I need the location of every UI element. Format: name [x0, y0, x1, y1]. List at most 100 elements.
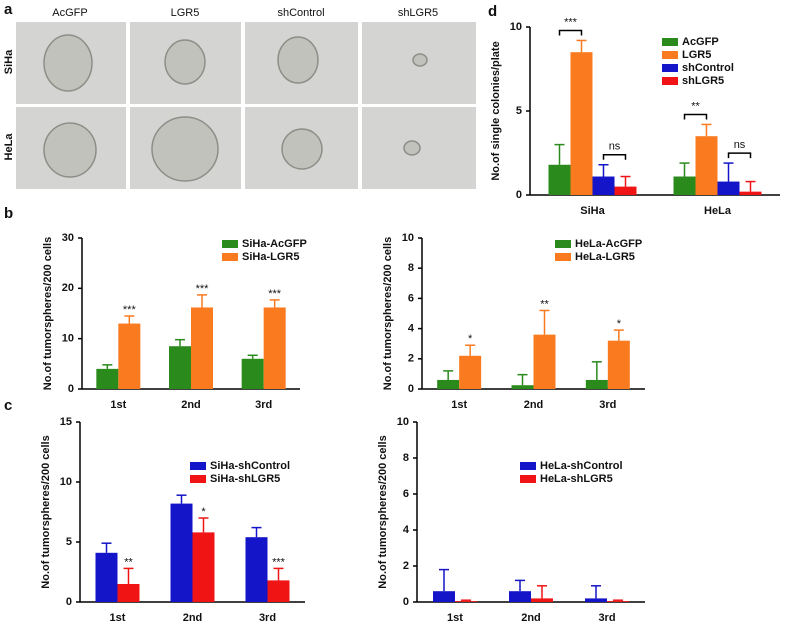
- legend-label: LGR5: [682, 49, 711, 61]
- bracket-label: ns: [609, 141, 621, 153]
- x-tick-label: 1st: [451, 399, 467, 411]
- x-tick-label: 1st: [110, 612, 126, 624]
- y-tick-label: 2: [403, 560, 409, 572]
- bar: [607, 601, 629, 602]
- y-tick-label: 10: [62, 333, 74, 345]
- bar: [191, 307, 213, 389]
- bar: [570, 52, 593, 196]
- y-tick-label: 0: [408, 383, 414, 395]
- significance: ***: [196, 283, 210, 295]
- significance: ***: [268, 288, 282, 300]
- bar: [717, 181, 740, 195]
- y-axis-label: No.of tumorspheres/200 cells: [42, 237, 54, 390]
- bar: [511, 385, 534, 389]
- y-tick-label: 6: [408, 292, 414, 304]
- legend-swatch: [662, 38, 678, 46]
- panel-label: c: [4, 397, 12, 414]
- x-tick-label: 3rd: [598, 612, 615, 624]
- y-tick-label: 15: [60, 416, 72, 428]
- bracket-label: ns: [734, 139, 746, 151]
- x-tick-label: 2nd: [181, 399, 201, 411]
- y-tick-label: 10: [60, 476, 72, 488]
- y-axis-label: No.of tumorspheres/200 cells: [40, 435, 52, 588]
- y-axis-label: No.of tumorspheres/200 cells: [377, 435, 389, 588]
- x-tick-label: 3rd: [599, 399, 616, 411]
- legend-label: shControl: [682, 62, 734, 74]
- legend-label: SiHa-shLGR5: [210, 473, 280, 485]
- x-tick-label: 1st: [110, 399, 126, 411]
- x-tick-label: 2nd: [521, 612, 541, 624]
- panel-label: b: [4, 205, 13, 222]
- bar: [531, 598, 553, 602]
- column-label: AcGFP: [52, 7, 87, 19]
- spheroid: [151, 116, 219, 182]
- x-tick-label: 3rd: [259, 612, 276, 624]
- bar: [739, 191, 762, 195]
- legend-swatch: [190, 462, 206, 470]
- bar: [170, 503, 193, 602]
- significance: **: [540, 298, 549, 310]
- bar: [585, 598, 607, 602]
- bar: [117, 584, 140, 602]
- y-tick-label: 0: [516, 189, 522, 201]
- column-label: shControl: [277, 7, 324, 19]
- column-label: shLGR5: [398, 7, 438, 19]
- legend-label: AcGFP: [682, 36, 719, 48]
- significance: *: [468, 333, 473, 345]
- bracket: [727, 152, 752, 159]
- y-tick-label: 10: [510, 21, 522, 33]
- legend-swatch: [520, 462, 536, 470]
- significance: *: [617, 318, 622, 330]
- bracket: [558, 29, 583, 36]
- legend-label: HeLa-shControl: [540, 460, 623, 472]
- y-tick-label: 2: [408, 353, 414, 365]
- bar: [459, 355, 482, 389]
- y-tick-label: 0: [403, 596, 409, 608]
- legend-label: HeLa-shLGR5: [540, 473, 613, 485]
- y-tick-label: 5: [516, 105, 522, 117]
- y-axis-label: No.of tumorspheres/200 cells: [382, 237, 394, 390]
- bar: [169, 346, 191, 389]
- bar: [118, 323, 141, 389]
- bar: [241, 358, 264, 389]
- spheroid: [281, 128, 323, 170]
- bar: [433, 591, 455, 602]
- x-tick-label: 3rd: [255, 399, 272, 411]
- y-tick-label: 8: [403, 452, 409, 464]
- bracket-label: ***: [564, 16, 578, 28]
- y-tick-label: 10: [397, 416, 409, 428]
- y-axis-label: No.of single colonies/plate: [490, 41, 502, 180]
- y-tick-label: 10: [402, 232, 414, 244]
- spheroid: [43, 34, 93, 92]
- bar: [192, 532, 215, 602]
- bar: [548, 164, 571, 195]
- y-tick-label: 20: [62, 282, 74, 294]
- bracket-label: **: [691, 100, 700, 112]
- x-tick-label: 1st: [447, 612, 463, 624]
- bar: [585, 379, 608, 389]
- significance: *: [201, 506, 206, 518]
- bar: [614, 186, 637, 195]
- legend-swatch: [662, 77, 678, 85]
- x-tick-label: 2nd: [183, 612, 203, 624]
- significance: ***: [272, 556, 286, 568]
- y-tick-label: 4: [408, 323, 415, 335]
- x-tick-label: HeLa: [704, 205, 732, 217]
- legend-swatch: [555, 240, 571, 248]
- y-tick-label: 4: [403, 524, 410, 536]
- column-label: LGR5: [171, 7, 200, 19]
- significance: **: [124, 556, 133, 568]
- row-label: SiHa: [3, 49, 15, 74]
- legend-swatch: [662, 64, 678, 72]
- bar: [95, 552, 118, 602]
- bar: [96, 368, 119, 389]
- significance: ***: [123, 304, 137, 316]
- bar: [437, 379, 460, 389]
- bar: [607, 340, 630, 389]
- bar: [592, 176, 615, 195]
- legend-swatch: [222, 253, 238, 261]
- y-tick-label: 5: [66, 536, 72, 548]
- y-tick-label: 0: [66, 596, 72, 608]
- legend-swatch: [222, 240, 238, 248]
